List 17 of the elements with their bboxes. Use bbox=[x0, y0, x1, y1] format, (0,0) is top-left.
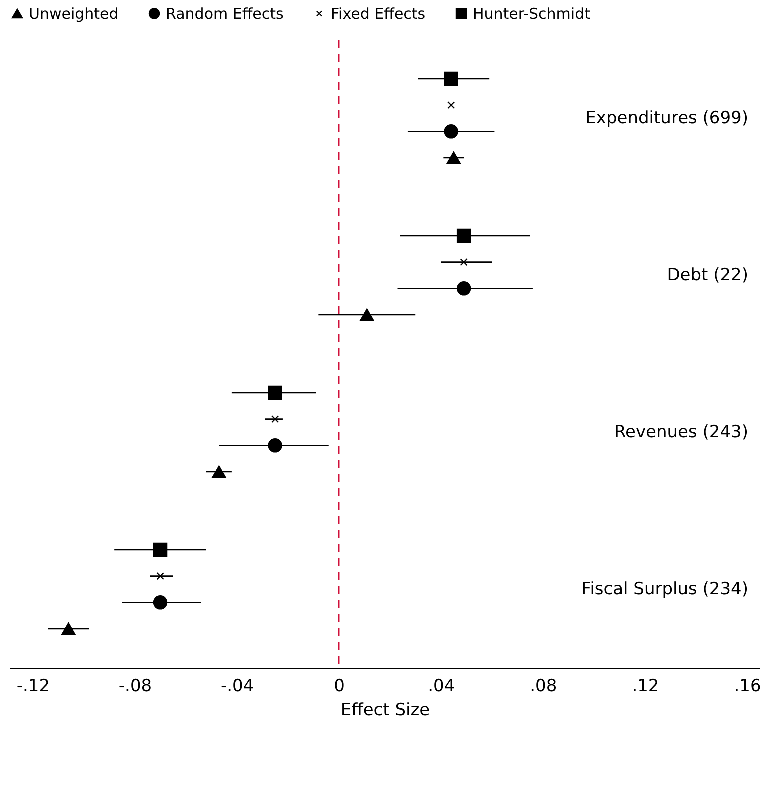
y-tick-label: Fiscal Surplus (234) bbox=[582, 580, 748, 600]
legend-label: Random Effects bbox=[166, 4, 284, 23]
x-tick-label: .04 bbox=[428, 676, 456, 696]
x-tick-label: -.04 bbox=[220, 676, 254, 696]
y-tick-label: Expenditures (699) bbox=[586, 108, 748, 128]
x-tick-label: .12 bbox=[632, 676, 660, 696]
legend-label: Fixed Effects bbox=[331, 4, 426, 23]
x-tick-label: .08 bbox=[530, 676, 558, 696]
x-tick-label: 0 bbox=[334, 676, 345, 696]
x-axis-title: Effect Size bbox=[340, 700, 430, 720]
y-tick-label: Revenues (243) bbox=[614, 422, 748, 442]
legend-label: Hunter-Schmidt bbox=[473, 4, 591, 23]
legend-label: Unweighted bbox=[29, 4, 119, 23]
x-tick-label: -.12 bbox=[16, 676, 50, 696]
y-tick-label: Debt (22) bbox=[667, 266, 748, 286]
x-tick-label: .16 bbox=[734, 676, 762, 696]
x-tick-label: -.08 bbox=[118, 676, 152, 696]
